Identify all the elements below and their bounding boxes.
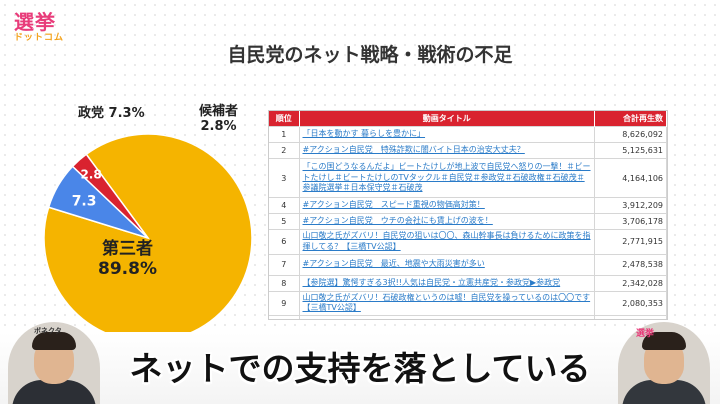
rank-cell: 1: [269, 126, 300, 143]
host-speaker-thumbnail: [618, 322, 710, 404]
video-title-cell: #アクション自民党 スピード重視の物価高対策！: [299, 197, 595, 214]
pie-category-value: 2.8%: [200, 118, 237, 134]
video-title-cell: #アクション自民党 特殊詐欺に闇バイト日本の治安大丈夫？: [299, 142, 595, 159]
video-title-link[interactable]: 山口敬之氏がズバリ！石破政権というのは嘘！自民党を操っているのは〇〇です【三橋T…: [302, 292, 591, 313]
video-title-link[interactable]: 【参院選】驚愕すぎる3択!!人気は自民党・立憲共産党・参政党▶参政党: [302, 277, 561, 287]
video-title-cell: #アクション自民党 米国関税しっかり対応してほしい！: [299, 315, 595, 319]
table-row: 3 「この国どうなるんだよ」ビートたけしが地上波で自民党へ怒りの一撃！＃ビートたけ…: [269, 158, 667, 198]
view-count-cell: 2,050,787: [594, 315, 667, 319]
caption-text: ネットでの支持を落としている: [129, 349, 591, 388]
table-row: 7 #アクション自民党 最近、地震や大雨災害が多い 2,478,538: [269, 253, 667, 276]
guest-speaker-thumbnail: [8, 322, 100, 404]
host-hair: [642, 332, 686, 350]
video-title-link[interactable]: #アクション自民党 特殊詐欺に闇バイト日本の治安大丈夫？: [302, 145, 525, 155]
pie-category-value: 7.3%: [108, 106, 145, 121]
column-header-views: 合計再生数: [594, 111, 667, 127]
video-title-cell: 「この国どうなるんだよ」ビートたけしが地上波で自民党へ怒りの一撃！＃ビートたけし…: [299, 158, 595, 198]
rank-cell: 6: [269, 229, 300, 255]
table-row: 8 【参院選】驚愕すぎる3択!!人気は自民党・立憲共産党・参政党▶参政党 2,342…: [269, 274, 667, 292]
pie-inner-value-label: 2.8: [80, 168, 101, 182]
video-title-link[interactable]: 「この国どうなるんだよ」ビートたけしが地上波で自民党へ怒りの一撃！＃ビートたけし…: [302, 161, 591, 193]
view-count-cell: 2,771,915: [594, 229, 667, 255]
video-title-link[interactable]: 山口敬之氏がズバリ！自民党の狙いは〇〇、森山幹事長は負けるために政策を指揮してる…: [302, 231, 591, 251]
view-count-cell: 2,080,353: [594, 290, 667, 316]
table-row: 6 山口敬之氏がズバリ！自民党の狙いは〇〇、森山幹事長は負けるために政策を指揮して…: [269, 229, 667, 255]
video-title-cell: 【参院選】驚愕すぎる3択!!人気は自民党・立憲共産党・参政党▶参政党: [299, 274, 595, 292]
video-title-link[interactable]: #アクション自民党 スピード重視の物価高対策！: [302, 200, 485, 210]
slide-title: 自民党のネット戦略・戦術の不足: [227, 44, 513, 66]
pie-category-name: 候補者: [199, 104, 239, 119]
rank-cell: 10: [269, 315, 300, 319]
pie-category-label: 候補者 2.8%: [199, 104, 239, 135]
view-count-cell: 4,164,106: [594, 158, 667, 198]
video-ranking-table: 順位 動画タイトル 合計再生数 1 「日本を動かす 暮らしを豊かに」 8,626,0…: [268, 110, 668, 320]
video-title-cell: 山口敬之氏がズバリ！石破政権というのは嘘！自民党を操っているのは〇〇です【三橋T…: [299, 290, 595, 316]
video-title-cell: #アクション自民党 ウチの会社にも賃上げの波を！: [299, 213, 595, 230]
table-row: 10#アクション自民党 米国関税しっかり対応してほしい！2,050,787: [269, 315, 667, 319]
logo-top-text: 選挙: [14, 10, 56, 34]
video-title-cell: 山口敬之氏がズバリ！自民党の狙いは〇〇、森山幹事長は負けるために政策を指揮してる…: [299, 229, 595, 255]
rank-cell: 2: [269, 142, 300, 159]
view-count-cell: 2,342,028: [594, 274, 667, 292]
view-count-cell: 3,706,178: [594, 213, 667, 230]
video-title-link[interactable]: #アクション自民党 最近、地震や大雨災害が多い: [302, 259, 485, 269]
rank-cell: 3: [269, 158, 300, 198]
video-title-link[interactable]: #アクション自民党 ウチの会社にも賃上げの波を！: [302, 216, 493, 226]
column-header-rank: 順位: [269, 111, 300, 127]
pie-category-name: 第三者: [101, 239, 153, 259]
rank-cell: 4: [269, 197, 300, 214]
view-count-cell: 2,478,538: [594, 253, 667, 276]
table-header-row: 順位 動画タイトル 合計再生数: [269, 111, 667, 127]
senkyo-logo: 選挙 ドットコム: [14, 12, 66, 43]
pie-category-label: 政党 7.3%: [78, 106, 145, 122]
video-title-cell: 「日本を動かす 暮らしを豊かに」: [299, 126, 595, 143]
caption-bar: [0, 332, 720, 404]
table-row: 9 山口敬之氏がズバリ！石破政権というのは嘘！自民党を操っているのは〇〇です【三橋…: [269, 290, 667, 316]
guest-logo: ボネクタ: [34, 327, 62, 335]
pie-category-name: 政党: [78, 106, 105, 121]
rank-cell: 5: [269, 213, 300, 230]
video-title-cell: #アクション自民党 最近、地震や大雨災害が多い: [299, 253, 595, 276]
rank-cell: 9: [269, 290, 300, 316]
table-row: 1 「日本を動かす 暮らしを豊かに」 8,626,092: [269, 126, 667, 143]
pie-category-label: 第三者 89.8%: [98, 239, 157, 279]
logo-bottom-text: ドットコム: [14, 33, 65, 43]
view-count-cell: 3,912,209: [594, 197, 667, 214]
column-header-title: 動画タイトル: [299, 111, 595, 127]
guest-body: [12, 380, 96, 404]
guest-hair: [32, 332, 76, 350]
rank-cell: 7: [269, 253, 300, 276]
rank-cell: 8: [269, 274, 300, 292]
host-body: [622, 380, 706, 404]
view-count-cell: 8,626,092: [594, 126, 667, 143]
pie-slice-3: [71, 153, 149, 239]
table-row: 2 #アクション自民党 特殊詐欺に闇バイト日本の治安大丈夫？ 5,125,631: [269, 142, 667, 159]
host-logo: 選挙: [636, 329, 655, 339]
pie-inner-value-label: 7.3: [72, 194, 97, 210]
pie-category-value: 89.8%: [98, 258, 157, 279]
table-row: 5 #アクション自民党 ウチの会社にも賃上げの波を！ 3,706,178: [269, 213, 667, 230]
view-count-cell: 5,125,631: [594, 142, 667, 159]
table-row: 4 #アクション自民党 スピード重視の物価高対策！ 3,912,209: [269, 197, 667, 214]
video-title-link[interactable]: 「日本を動かす 暮らしを豊かに」: [302, 129, 426, 139]
